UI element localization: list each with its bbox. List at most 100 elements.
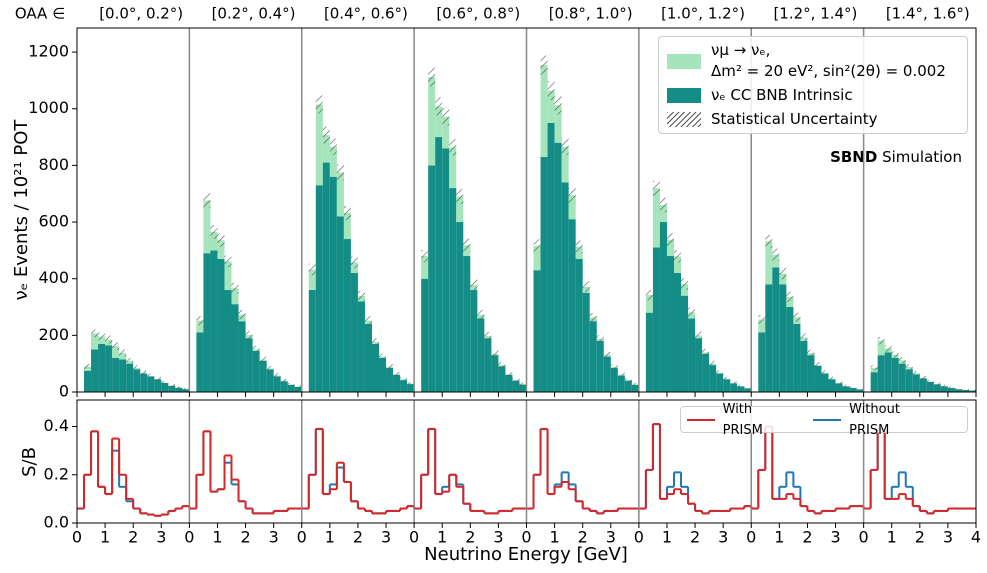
error-band	[624, 378, 632, 382]
error-band	[196, 316, 204, 326]
bar	[926, 381, 934, 392]
bar	[744, 388, 752, 392]
error-band	[730, 381, 738, 385]
error-band	[961, 389, 969, 391]
error-band	[835, 381, 843, 385]
error-band	[168, 384, 176, 387]
bar	[659, 205, 667, 223]
error-band	[133, 365, 141, 371]
bar	[961, 390, 969, 392]
y-tick-label: 600	[38, 212, 69, 231]
bar	[568, 195, 576, 220]
bar	[835, 383, 843, 392]
bar	[470, 290, 478, 392]
bar	[210, 250, 218, 392]
plot-area	[77, 423, 976, 517]
error-band	[266, 365, 274, 372]
x-tick-label: 1	[887, 528, 897, 547]
error-band	[456, 189, 464, 204]
bar	[231, 288, 239, 305]
bar	[940, 386, 948, 392]
error-band	[98, 332, 106, 341]
panel-label: [0.0°, 0.2°)	[99, 5, 183, 23]
bar	[793, 324, 801, 392]
bar	[814, 365, 822, 392]
annotation: SBND Simulation	[830, 148, 962, 166]
bar	[84, 370, 92, 392]
error-band	[596, 335, 604, 343]
bar	[421, 278, 429, 392]
error-band	[428, 67, 436, 87]
bar	[491, 355, 499, 392]
bar	[322, 135, 330, 163]
error-band	[140, 370, 148, 376]
bar	[884, 352, 892, 392]
bar	[112, 358, 120, 392]
error-band	[315, 95, 323, 114]
x-tick-label: 3	[269, 528, 279, 547]
bar	[505, 375, 513, 392]
bar	[428, 165, 436, 392]
x-tick-label: 2	[802, 528, 812, 547]
bar	[828, 379, 836, 392]
legend-swatch	[667, 53, 701, 69]
bar	[393, 375, 401, 392]
x-tick-label: 0	[521, 528, 531, 547]
bar	[238, 321, 246, 392]
bar	[547, 90, 555, 123]
legend-entry: νₑ CC BNB Intrinsic	[667, 85, 959, 106]
bar	[786, 307, 794, 392]
error-band	[336, 164, 344, 181]
y-tick-label: 0	[59, 382, 69, 401]
y-tick-label: 1000	[28, 98, 69, 117]
bar	[231, 304, 239, 392]
error-band	[547, 81, 555, 100]
error-band	[737, 384, 745, 388]
bar	[224, 261, 232, 291]
bar	[947, 388, 955, 392]
error-band	[238, 309, 246, 320]
panel-label: [1.2°, 1.4°)	[773, 5, 857, 23]
bar	[765, 284, 773, 392]
bar	[280, 381, 288, 392]
x-tick-label: 3	[830, 528, 840, 547]
y-tick-label: 400	[38, 268, 69, 287]
bar	[905, 369, 913, 392]
legend-label: Without PRISM	[849, 401, 900, 438]
error-band	[105, 335, 113, 344]
bar	[357, 301, 365, 392]
bar	[463, 256, 471, 392]
x-tick-label: 4	[971, 528, 981, 547]
error-band	[645, 290, 653, 301]
error-band	[147, 373, 155, 379]
y-axis-label: S/B	[19, 447, 40, 477]
error-band	[407, 382, 415, 385]
y-tick-label: 0.2	[44, 464, 69, 483]
x-tick-label: 3	[156, 528, 166, 547]
bar	[168, 385, 176, 392]
error-band	[259, 356, 267, 363]
error-band	[807, 349, 815, 357]
bar	[849, 388, 857, 392]
error-band	[695, 331, 703, 340]
error-band	[589, 312, 597, 323]
bar	[245, 338, 253, 392]
bar	[266, 369, 274, 392]
error-band	[217, 233, 225, 247]
error-band	[294, 385, 302, 388]
bar	[435, 137, 443, 392]
legend: With PRISM Without PRISM	[680, 402, 968, 438]
x-tick-label: 0	[859, 528, 869, 547]
legend-swatch	[813, 418, 842, 421]
error-band	[659, 197, 667, 213]
error-band	[940, 384, 948, 388]
error-band	[182, 388, 190, 390]
bar	[259, 360, 267, 392]
bar	[203, 253, 211, 392]
error-band	[954, 388, 962, 390]
error-band	[329, 138, 337, 155]
bar	[716, 373, 724, 392]
bar	[666, 239, 674, 257]
bar	[681, 295, 689, 392]
